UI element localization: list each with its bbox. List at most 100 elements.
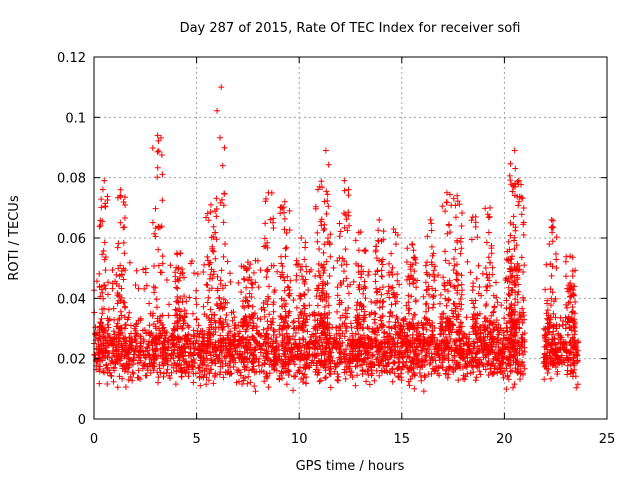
data-point — [206, 261, 213, 268]
data-point — [458, 223, 465, 230]
data-point — [388, 301, 395, 308]
data-point — [518, 211, 525, 218]
data-point — [109, 285, 116, 292]
data-point — [507, 160, 514, 167]
data-point — [117, 335, 124, 342]
data-point — [345, 364, 352, 371]
data-point — [500, 374, 507, 381]
data-point — [302, 363, 309, 370]
data-point — [454, 192, 461, 199]
data-point — [255, 284, 262, 291]
data-point — [372, 311, 379, 318]
data-point — [482, 205, 489, 212]
data-point — [473, 275, 480, 282]
data-point — [219, 162, 226, 169]
data-point — [473, 350, 480, 357]
data-point — [155, 147, 162, 154]
data-point — [300, 302, 307, 309]
data-point — [472, 223, 479, 230]
data-point — [191, 270, 198, 277]
data-point — [510, 384, 517, 391]
data-point — [173, 368, 180, 375]
y-tick-label: 0.02 — [57, 353, 86, 368]
data-point — [177, 250, 184, 257]
data-point — [120, 276, 127, 283]
data-point — [515, 288, 522, 295]
data-point — [238, 289, 245, 296]
data-point — [313, 362, 320, 369]
data-point — [210, 248, 217, 255]
data-point — [363, 378, 370, 385]
data-point — [102, 267, 109, 274]
data-point — [570, 362, 577, 369]
data-point — [110, 328, 117, 335]
data-point — [153, 304, 160, 311]
data-point — [99, 186, 106, 193]
data-point — [185, 373, 192, 380]
data-point — [213, 195, 220, 202]
data-point — [127, 373, 134, 380]
data-point — [455, 377, 462, 384]
data-point — [250, 269, 257, 276]
data-point — [457, 238, 464, 245]
data-point — [113, 271, 120, 278]
data-point — [114, 384, 121, 391]
data-point — [314, 238, 321, 245]
data-point — [298, 235, 305, 241]
data-point — [193, 315, 200, 322]
data-point — [217, 343, 224, 350]
data-point — [327, 253, 334, 260]
chart-title: Day 287 of 2015, Rate Of TEC Index for r… — [180, 21, 521, 36]
data-point — [205, 362, 212, 369]
data-point — [372, 278, 379, 285]
data-point — [229, 317, 236, 324]
data-point — [296, 364, 303, 371]
data-point — [493, 317, 500, 324]
data-point — [167, 355, 174, 362]
data-point — [360, 357, 367, 364]
data-point — [327, 371, 334, 378]
data-point — [116, 373, 123, 380]
data-point — [270, 219, 277, 226]
data-point — [306, 302, 313, 309]
data-point — [389, 284, 396, 291]
data-point — [300, 374, 307, 381]
data-point — [182, 370, 189, 377]
data-point — [427, 359, 434, 366]
data-point — [551, 350, 558, 357]
data-point — [388, 250, 395, 257]
data-point — [345, 186, 352, 193]
data-point — [221, 144, 228, 151]
data-point — [273, 334, 280, 341]
data-point — [117, 186, 124, 193]
data-point — [564, 304, 571, 311]
data-point — [297, 267, 304, 274]
data-point — [196, 343, 203, 350]
data-point — [150, 262, 157, 269]
data-point — [505, 238, 512, 245]
data-point — [263, 274, 270, 281]
data-point — [182, 348, 189, 355]
data-point — [131, 351, 138, 358]
data-point — [151, 230, 158, 237]
data-point — [391, 343, 398, 350]
data-point — [428, 353, 435, 360]
data-point — [355, 357, 362, 364]
data-point — [249, 365, 256, 372]
data-point — [403, 358, 410, 365]
data-point — [135, 374, 142, 381]
data-point — [550, 217, 557, 224]
data-point — [120, 334, 127, 341]
data-point — [389, 264, 396, 271]
data-point — [154, 174, 161, 181]
data-point — [392, 331, 399, 338]
data-point — [220, 374, 227, 381]
data-point — [345, 192, 352, 199]
data-point — [440, 356, 447, 363]
data-point — [144, 367, 151, 374]
data-point — [546, 348, 553, 355]
data-point — [283, 381, 290, 388]
data-point — [365, 272, 372, 279]
data-point — [442, 257, 449, 264]
data-point — [372, 243, 379, 250]
